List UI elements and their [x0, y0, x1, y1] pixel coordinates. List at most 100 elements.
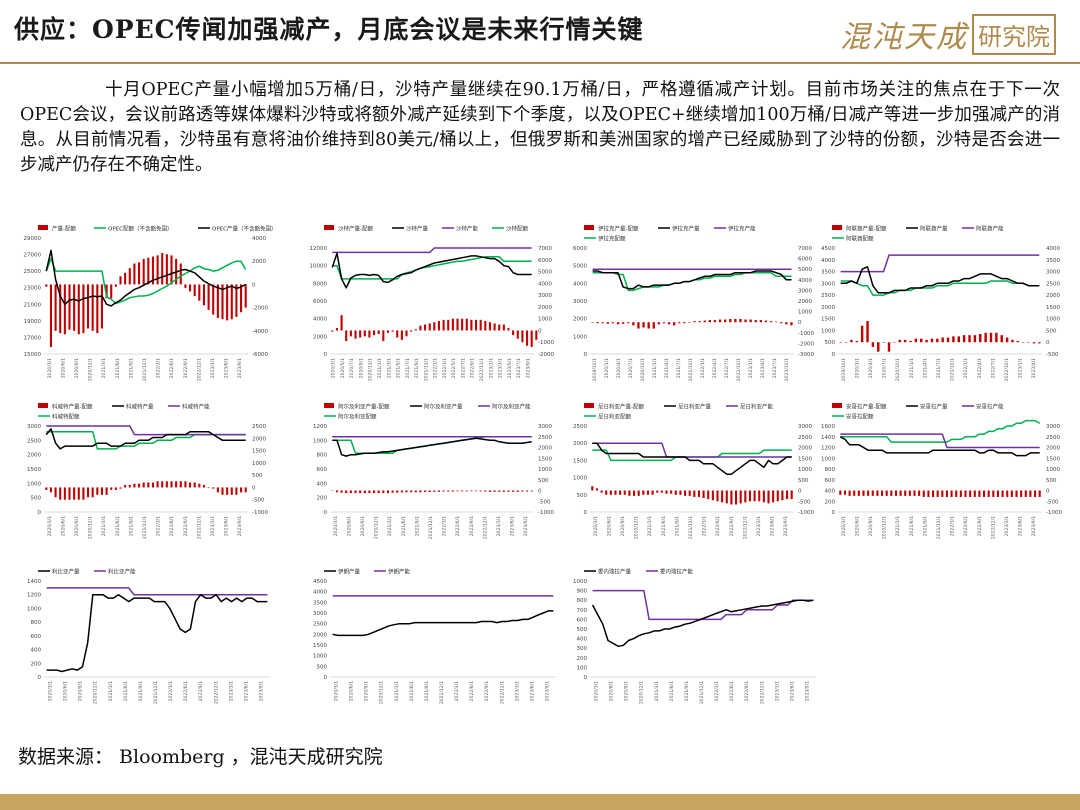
x-tick-label: 2021/12/1: [142, 358, 148, 381]
bar: [871, 342, 875, 347]
bar: [703, 320, 706, 323]
bar: [244, 284, 247, 308]
bar: [946, 337, 950, 343]
bar: [151, 482, 154, 488]
bar: [451, 318, 454, 331]
bar: [331, 330, 334, 332]
bar: [212, 487, 215, 489]
legend-label: 安哥拉产能: [976, 403, 1004, 411]
x-tick-label: 2019/10/1: [841, 358, 847, 381]
y-left-tick: 4000: [313, 590, 327, 596]
bar: [119, 487, 122, 489]
bar: [684, 490, 687, 496]
x-tick-label: 2022/12/1: [482, 516, 488, 539]
bar-series: [331, 490, 533, 494]
bar: [119, 276, 122, 285]
bar: [59, 487, 62, 500]
bar: [340, 315, 343, 331]
bar: [843, 490, 846, 495]
bar: [110, 284, 113, 299]
x-tick-label: 2020/1/1: [604, 358, 610, 378]
production-line: [45, 249, 247, 307]
bar: [484, 321, 487, 331]
legend-label: 沙特产量: [406, 225, 429, 233]
y-right-tick: 2000: [252, 259, 266, 265]
legend: 沙特产量-配额 沙特产量 沙特产能 沙特配额: [324, 225, 529, 233]
x-tick-label: 2020/7/1: [349, 358, 355, 378]
x-tick-label: 2022/9/1: [744, 681, 750, 701]
bar: [996, 490, 999, 497]
y-left-tick: 4500: [821, 246, 835, 252]
x-tick-label: 2020/3/1: [841, 516, 847, 536]
x-tick-label: 2023/10/1: [784, 358, 790, 381]
bar: [647, 322, 650, 329]
legend-swatch: [38, 225, 48, 230]
legend-label: 尼日利亚配额: [598, 413, 632, 421]
y-left-tick: 1500: [573, 458, 587, 464]
bar: [377, 330, 380, 334]
x-tick-label: 2020/12/1: [88, 516, 94, 539]
production-line: [839, 436, 1040, 457]
x-tick-label: 2020/12/1: [634, 516, 640, 539]
bar: [198, 483, 201, 488]
y-left-tick: 800: [577, 598, 588, 604]
y-left-tick: 10000: [310, 264, 328, 270]
bar: [711, 490, 714, 501]
y-left-tick: 500: [31, 496, 42, 502]
y-left-tick: 1200: [313, 424, 327, 430]
bar: [652, 322, 655, 329]
bar: [68, 487, 71, 500]
bar: [758, 490, 761, 502]
y-left-tick: 6000: [313, 299, 327, 305]
production-line: [331, 252, 532, 289]
bar: [461, 490, 464, 492]
y-left-tick: 2000: [313, 632, 327, 638]
y-left-tick: 1000: [573, 476, 587, 482]
x-tick-label: 2021/9/1: [424, 681, 430, 701]
y-right-tick: -3000: [798, 352, 814, 358]
bar: [437, 321, 440, 331]
bar: [862, 490, 865, 496]
bar: [601, 322, 604, 324]
x-tick-label: 2022/3/1: [454, 681, 460, 701]
x-tick-label: 2022/7/1: [990, 358, 996, 378]
bar: [781, 490, 784, 501]
bar: [890, 490, 893, 496]
y-right-tick: 5000: [538, 270, 552, 276]
bar: [633, 490, 636, 496]
bar: [424, 324, 427, 331]
footer-bar: [0, 794, 1080, 810]
bar: [850, 339, 853, 343]
x-tick-label: 2021/12/1: [936, 516, 942, 539]
y-left-tick: 1000: [821, 328, 835, 334]
y-right-tick: 1000: [538, 467, 552, 473]
bar: [844, 342, 848, 343]
bar: [1020, 490, 1023, 497]
legend-label: 阿联酋配额: [846, 235, 874, 243]
x-tick-label: 2021/6/1: [661, 516, 667, 536]
legend-label: 利比亚产量: [52, 568, 80, 576]
x-tick-label: 2020/12/1: [882, 516, 888, 539]
y-left-tick: 2000: [27, 453, 41, 459]
legend-swatch: [832, 403, 842, 408]
bar: [894, 490, 897, 496]
bar: [87, 284, 90, 329]
x-tick-label: 2022/9/1: [729, 516, 735, 536]
x-tick-label: 2020/6/1: [606, 516, 612, 536]
x-tick-label: 2021/9/1: [128, 358, 134, 378]
y-right-tick: 1000: [538, 317, 552, 323]
y-left-tick: 2000: [313, 334, 327, 340]
bar: [776, 490, 779, 502]
y-right-tick: 1000: [1046, 317, 1060, 323]
bar: [936, 338, 939, 343]
bar: [502, 490, 505, 492]
y-right-tick: 0: [798, 320, 802, 326]
y-left-tick: 2000: [821, 305, 835, 311]
bar: [405, 490, 408, 493]
bar: [927, 490, 930, 497]
y-left-tick: 1400: [27, 579, 41, 585]
x-tick-label: 2020/9/1: [364, 681, 370, 701]
bar: [871, 490, 874, 496]
x-tick-label: 2021/12/1: [153, 681, 159, 704]
